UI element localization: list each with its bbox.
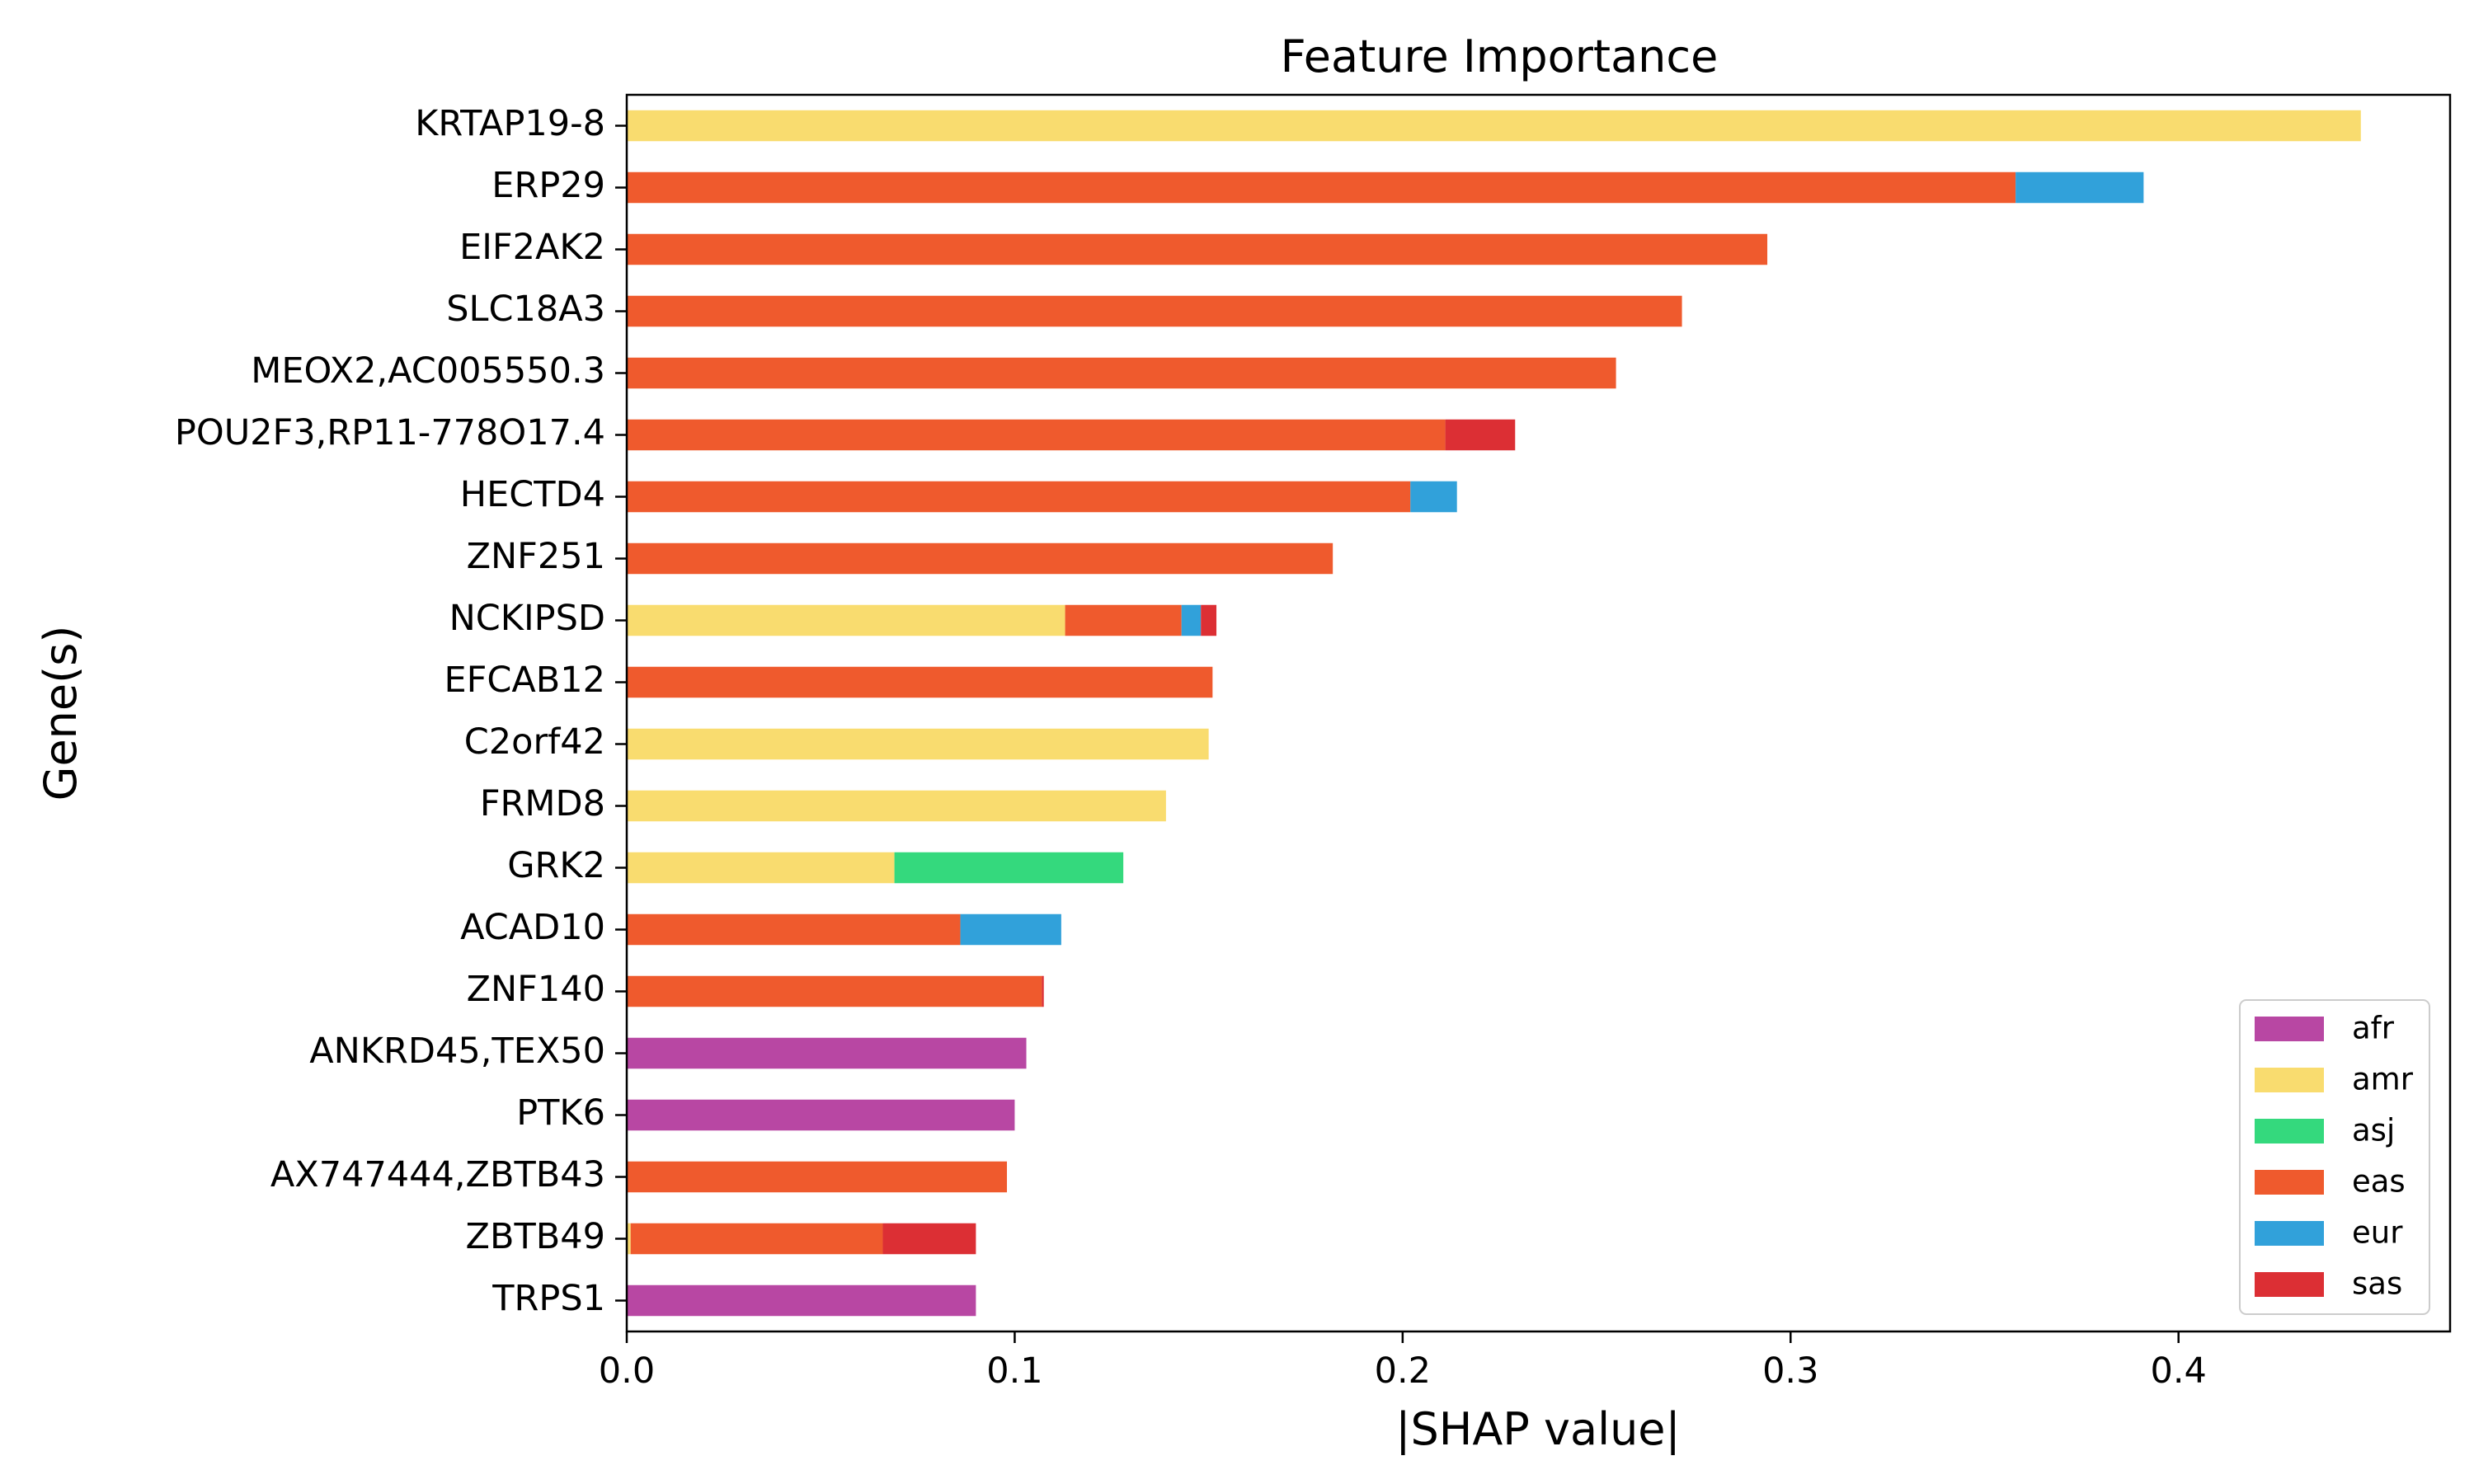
bar-segment-amr	[627, 110, 2361, 142]
bar-segment-sas	[1042, 975, 1044, 1007]
y-tick-label: ANKRD45,TEX50	[309, 1031, 605, 1072]
bar-segment-sas	[1201, 604, 1217, 636]
bar-segment-amr	[627, 604, 1065, 636]
y-tick-label: PTK6	[516, 1092, 605, 1134]
plot-frame	[625, 93, 2452, 1333]
x-tick-label: 0.4	[2151, 1350, 2207, 1392]
y-tick-label: EIF2AK2	[459, 227, 605, 268]
legend-swatch-sas	[2255, 1272, 2324, 1297]
bar-segment-eas	[627, 542, 1333, 575]
legend-label-eur: eur	[2352, 1215, 2403, 1251]
y-axis-label: Gene(s)	[35, 626, 87, 801]
bar-segment-amr	[627, 1223, 631, 1255]
bar-segment-afr	[627, 1284, 976, 1317]
legend-label-asj: asj	[2352, 1113, 2395, 1148]
legend-swatch-asj	[2255, 1119, 2324, 1144]
bar-segment-afr	[627, 1099, 1015, 1131]
bar-segment-eas	[627, 357, 1616, 389]
bar-segment-eas	[627, 295, 1682, 327]
bar-segment-eas	[627, 171, 2016, 204]
bar-segment-eas	[627, 913, 961, 946]
y-tick-label: ZNF140	[467, 969, 605, 1010]
bar-segment-asj	[894, 852, 1124, 884]
bar-segment-amr	[627, 852, 895, 884]
y-tick-label: POU2F3,RP11-778O17.4	[175, 412, 605, 453]
bar-segment-eas	[627, 975, 1042, 1007]
bar-segment-eas	[627, 419, 1446, 451]
bar-segment-eas	[627, 233, 1768, 265]
bar-segment-afr	[627, 1037, 1027, 1069]
y-tick-label: NCKIPSD	[449, 598, 605, 639]
legend-swatch-eas	[2255, 1170, 2324, 1195]
y-tick-label: ZNF251	[467, 536, 605, 577]
y-tick-label: ERP29	[492, 165, 605, 206]
chart-title: Feature Importance	[1281, 31, 1719, 82]
bar-segment-eur	[2015, 171, 2144, 204]
bar-segment-eur	[1410, 481, 1457, 513]
y-tick-label: C2orf42	[464, 721, 605, 763]
y-tick-label: AX747444,ZBTB43	[270, 1154, 605, 1195]
y-tick-label: FRMD8	[480, 783, 605, 824]
x-tick-label: 0.3	[1762, 1350, 1818, 1392]
legend-label-eas: eas	[2352, 1164, 2406, 1200]
bar-segment-amr	[627, 728, 1209, 760]
legend-swatch-eur	[2255, 1221, 2324, 1246]
bar-segment-eur	[960, 913, 1061, 946]
legend-label-amr: amr	[2352, 1062, 2414, 1097]
legend-label-afr: afr	[2352, 1011, 2395, 1046]
legend-swatch-amr	[2255, 1068, 2324, 1092]
bar-segment-eas	[627, 481, 1411, 513]
bar-segment-eas	[630, 1223, 883, 1255]
y-tick-label: ZBTB49	[466, 1216, 605, 1257]
y-tick-label: KRTAP19-8	[415, 103, 605, 144]
legend-swatch-afr	[2255, 1017, 2324, 1041]
bar-segment-eas	[627, 1161, 1008, 1193]
x-tick-label: 0.2	[1375, 1350, 1431, 1392]
y-tick-label: ACAD10	[460, 907, 605, 948]
x-tick-label: 0.0	[599, 1350, 655, 1392]
y-tick-label: EFCAB12	[444, 660, 605, 701]
y-tick-label: MEOX2,AC005550.3	[251, 350, 605, 392]
bar-segment-sas	[1445, 419, 1516, 451]
bar-segment-eas	[1065, 604, 1182, 636]
y-tick-label: TRPS1	[492, 1278, 605, 1319]
x-axis: 0.0 0.1 0.2 0.3 0.4	[599, 1331, 2207, 1392]
legend-label-sas: sas	[2352, 1266, 2402, 1302]
bar-segment-amr	[627, 790, 1166, 822]
bar-segment-eas	[627, 666, 1213, 698]
y-tick-label: GRK2	[507, 845, 605, 886]
y-tick-label: HECTD4	[460, 474, 605, 515]
x-axis-label: |SHAP value|	[1395, 1403, 1680, 1455]
bar-segment-eur	[1181, 604, 1202, 636]
legend: afr amr asj eas eur sas	[2239, 999, 2430, 1315]
bar-segment-sas	[882, 1223, 976, 1255]
x-tick-label: 0.1	[986, 1350, 1042, 1392]
bars-group	[627, 110, 2361, 1317]
y-axis: KRTAP19-8 ERP29 EIF2AK2 SLC18A3 MEOX2,AC0055…	[175, 103, 627, 1319]
y-tick-label: SLC18A3	[446, 289, 605, 330]
